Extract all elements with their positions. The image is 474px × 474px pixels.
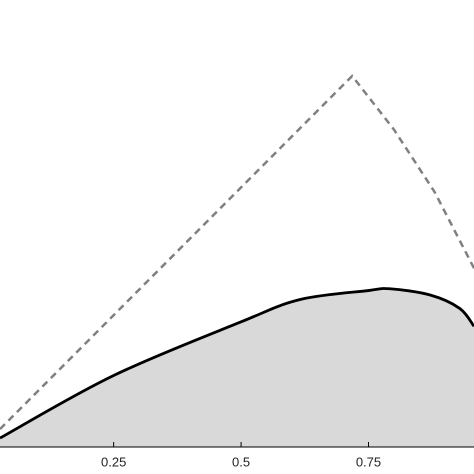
x-tick-label: 0.25 — [101, 454, 126, 469]
area — [0, 288, 474, 447]
x-tick-label: 0.75 — [356, 454, 381, 469]
x-tick-label: 0.5 — [232, 454, 250, 469]
line — [0, 74, 474, 431]
line — [0, 287, 474, 440]
